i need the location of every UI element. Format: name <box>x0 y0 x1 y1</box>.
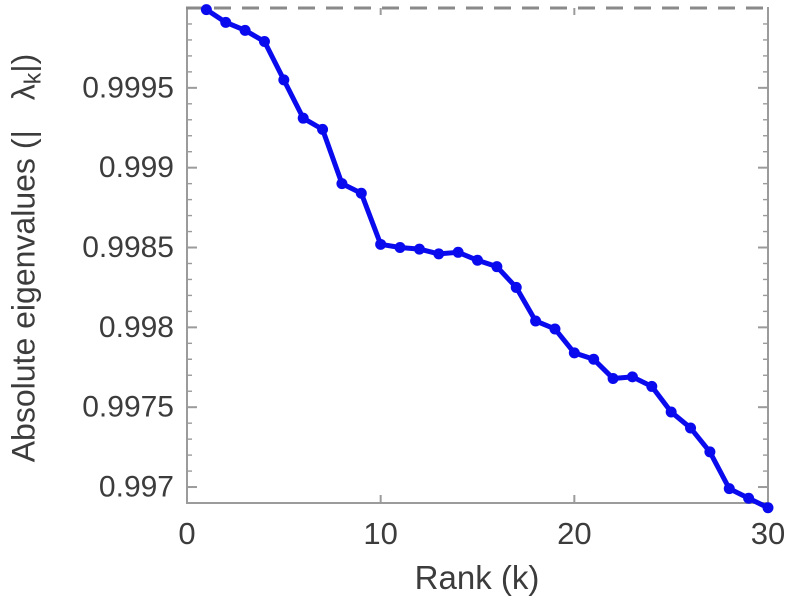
x-axis-label: Rank (k) <box>414 559 540 596</box>
data-point <box>394 242 406 254</box>
data-point <box>336 178 348 190</box>
data-point <box>239 24 251 36</box>
data-point <box>743 492 755 504</box>
data-point <box>452 246 464 258</box>
data-point <box>530 315 542 327</box>
data-point <box>665 406 677 418</box>
data-point <box>646 380 658 392</box>
data-point <box>549 323 561 335</box>
data-point <box>413 243 425 255</box>
x-tick-label: 30 <box>751 516 785 551</box>
y-axis-label: Absolute eigenvalues (| λk|) <box>6 54 47 463</box>
x-tick-label: 20 <box>557 516 591 551</box>
data-point <box>762 502 774 514</box>
y-axis-label-prefix: Absolute eigenvalues (| <box>5 130 42 463</box>
y-tick-label: 0.998 <box>99 311 174 344</box>
lambda-symbol: λ <box>5 84 42 101</box>
data-point <box>220 16 232 28</box>
x-tick-label: 10 <box>363 516 397 551</box>
data-point <box>607 372 619 384</box>
y-axis-label-suffix: |) <box>5 53 42 73</box>
data-point <box>278 74 290 86</box>
data-point <box>375 238 387 250</box>
data-point <box>568 347 580 359</box>
data-point <box>723 483 735 495</box>
data-point <box>704 446 716 458</box>
data-point <box>685 422 697 434</box>
data-point <box>433 248 445 260</box>
y-tick-label: 0.9975 <box>82 391 174 424</box>
data-point <box>317 123 329 135</box>
data-point <box>297 112 309 124</box>
data-point <box>200 4 212 16</box>
data-point <box>355 187 367 199</box>
y-tick-label: 0.9995 <box>82 71 174 104</box>
eigenvalue-series-line <box>203 7 771 511</box>
data-point <box>472 254 483 266</box>
lambda-subscript: k <box>19 72 46 85</box>
data-point <box>626 371 638 383</box>
data-point <box>258 36 270 48</box>
data-point <box>491 261 503 273</box>
data-point <box>510 281 522 293</box>
y-tick-label: 0.9985 <box>82 231 174 264</box>
y-tick-label: 0.997 <box>99 471 174 504</box>
data-point <box>588 353 600 365</box>
x-tick-label: 0 <box>178 516 195 551</box>
y-tick-label: 0.999 <box>99 151 174 184</box>
